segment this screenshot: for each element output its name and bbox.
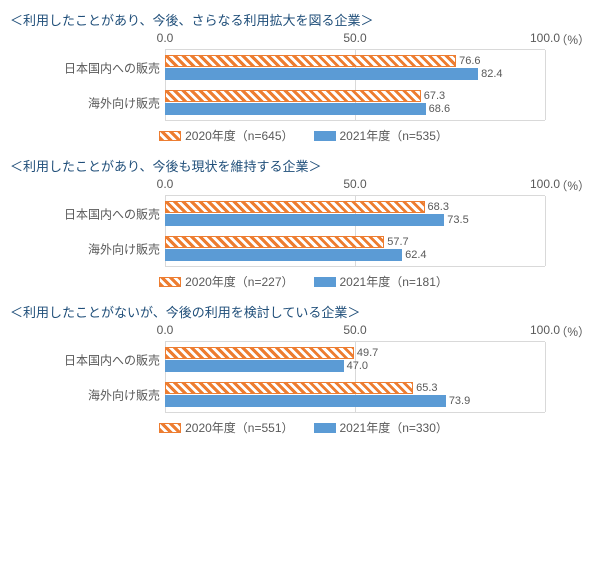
tick-label: 0.0 — [157, 31, 174, 45]
bar-value-label: 67.3 — [420, 90, 445, 102]
chart-panel: ＜利用したことがあり、今後も現状を維持する企業＞0.050.0100.0（%）日… — [10, 156, 597, 290]
category-label: 海外向け販売 — [10, 240, 160, 257]
category-label: 日本国内への販売 — [10, 59, 160, 76]
bar-2020: 67.3 — [165, 90, 421, 102]
legend-swatch-icon — [159, 277, 181, 287]
panel-title: ＜利用したことがあり、今後、さらなる利用拡大を図る企業＞ — [10, 10, 597, 29]
plot-area: 日本国内への販売76.682.4海外向け販売67.368.6 — [165, 49, 545, 121]
legend-swatch-icon — [159, 423, 181, 433]
legend-swatch-icon — [314, 277, 336, 287]
x-axis: 0.050.0100.0（%） — [165, 31, 545, 49]
panel-title: ＜利用したことがないが、今後の利用を検討している企業＞ — [10, 302, 597, 321]
bar-2021: 47.0 — [165, 360, 344, 372]
legend: 2020年度（n=227） 2021年度（n=181） — [10, 273, 597, 290]
bar-value-label: 76.6 — [455, 55, 480, 67]
legend-item-2021: 2021年度（n=535） — [314, 127, 448, 144]
legend-label: 2020年度（n=551） — [185, 419, 293, 436]
tick-label: 0.0 — [157, 323, 174, 337]
bar-2021: 73.9 — [165, 395, 446, 407]
bar-value-label: 62.4 — [401, 249, 426, 261]
unit-label: （%） — [555, 323, 590, 340]
bar-2021: 62.4 — [165, 249, 402, 261]
bar-group: 日本国内への販売76.682.4 — [165, 50, 545, 85]
tick-label: 50.0 — [343, 31, 366, 45]
bar-2020: 65.3 — [165, 382, 413, 394]
tick-label: 0.0 — [157, 177, 174, 191]
gridline — [545, 196, 546, 266]
legend-item-2020: 2020年度（n=227） — [159, 273, 293, 290]
legend-label: 2020年度（n=645） — [185, 127, 293, 144]
legend-item-2021: 2021年度（n=330） — [314, 419, 448, 436]
bar-group: 海外向け販売67.368.6 — [165, 85, 545, 120]
bar-group: 海外向け販売65.373.9 — [165, 377, 545, 412]
bar-value-label: 49.7 — [353, 347, 378, 359]
legend-swatch-icon — [314, 423, 336, 433]
unit-label: （%） — [555, 177, 590, 194]
legend-swatch-icon — [159, 131, 181, 141]
bar-value-label: 65.3 — [412, 382, 437, 394]
bar-value-label: 57.7 — [383, 236, 408, 248]
x-axis: 0.050.0100.0（%） — [165, 323, 545, 341]
chart-panel: ＜利用したことがあり、今後、さらなる利用拡大を図る企業＞ 0.050.0100.0… — [10, 10, 597, 144]
bar-2020: 49.7 — [165, 347, 354, 359]
bar-value-label: 68.6 — [425, 103, 450, 115]
bar-group: 海外向け販売57.762.4 — [165, 231, 545, 266]
plot-area: 日本国内への販売49.747.0海外向け販売65.373.9 — [165, 341, 545, 413]
bar-2021: 73.5 — [165, 214, 444, 226]
bar-value-label: 68.3 — [424, 201, 449, 213]
bar-2021: 82.4 — [165, 68, 478, 80]
category-label: 日本国内への販売 — [10, 205, 160, 222]
plot-area: 日本国内への販売68.373.5海外向け販売57.762.4 — [165, 195, 545, 267]
bar-group: 日本国内への販売68.373.5 — [165, 196, 545, 231]
gridline — [545, 342, 546, 412]
bar-2021: 68.6 — [165, 103, 426, 115]
bar-2020: 57.7 — [165, 236, 384, 248]
category-label: 海外向け販売 — [10, 386, 160, 403]
bar-value-label: 73.9 — [445, 395, 470, 407]
gridline — [545, 50, 546, 120]
panel-title: ＜利用したことがあり、今後も現状を維持する企業＞ — [10, 156, 597, 175]
legend-label: 2021年度（n=181） — [340, 273, 448, 290]
bar-group: 日本国内への販売49.747.0 — [165, 342, 545, 377]
bar-value-label: 82.4 — [477, 68, 502, 80]
bar-value-label: 73.5 — [443, 214, 468, 226]
tick-label: 50.0 — [343, 323, 366, 337]
bar-2020: 76.6 — [165, 55, 456, 67]
legend-label: 2021年度（n=535） — [340, 127, 448, 144]
legend: 2020年度（n=551） 2021年度（n=330） — [10, 419, 597, 436]
legend-swatch-icon — [314, 131, 336, 141]
bar-2020: 68.3 — [165, 201, 425, 213]
x-axis: 0.050.0100.0（%） — [165, 177, 545, 195]
legend-label: 2020年度（n=227） — [185, 273, 293, 290]
category-label: 日本国内への販売 — [10, 351, 160, 368]
legend-item-2020: 2020年度（n=551） — [159, 419, 293, 436]
chart-panel: ＜利用したことがないが、今後の利用を検討している企業＞ 0.050.0100.0（… — [10, 302, 597, 436]
unit-label: （%） — [555, 31, 590, 48]
legend: 2020年度（n=645） 2021年度（n=535） — [10, 127, 597, 144]
tick-label: 50.0 — [343, 177, 366, 191]
chart-container: ＜利用したことがあり、今後、さらなる利用拡大を図る企業＞ 0.050.0100.0… — [10, 10, 597, 436]
category-label: 海外向け販売 — [10, 94, 160, 111]
legend-item-2021: 2021年度（n=181） — [314, 273, 448, 290]
legend-item-2020: 2020年度（n=645） — [159, 127, 293, 144]
legend-label: 2021年度（n=330） — [340, 419, 448, 436]
bar-value-label: 47.0 — [343, 360, 368, 372]
